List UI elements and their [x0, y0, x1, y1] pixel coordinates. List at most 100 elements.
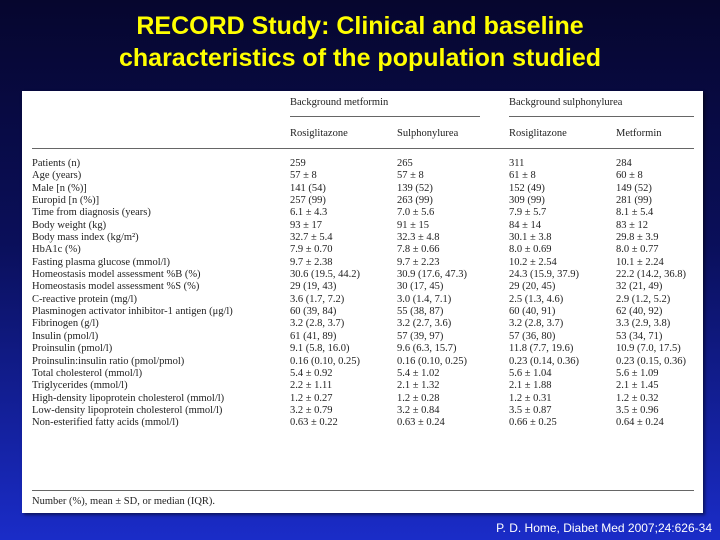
sulphonylurea-rosiglitazone-value: 30.1 ± 3.8	[509, 232, 552, 244]
metformin-rosiglitazone-value: 32.7 ± 5.4	[290, 232, 333, 244]
row-label: Europid [n (%)]	[32, 195, 100, 207]
sulphonylurea-rosiglitazone-value: 7.9 ± 5.7	[509, 207, 547, 219]
group-header-sulphonylurea: Background sulphonylurea	[509, 97, 623, 108]
metformin-sulphonylurea-value: 91 ± 15	[397, 219, 430, 231]
sulphonylurea-rosiglitazone-value: 24.3 (15.9, 37.9)	[509, 269, 579, 281]
sulphonylurea-rosiglitazone-value: 29 (20, 45)	[509, 281, 556, 293]
sulphonylurea-rosiglitazone-value: 0.23 (0.14, 0.36)	[509, 355, 579, 367]
metformin-rosiglitazone-value: 93 ± 17	[290, 219, 323, 231]
sulphonylurea-metformin-value: 83 ± 12	[616, 219, 649, 231]
table-row: Body mass index (kg/m²) 32.7 ± 5.4 32.3 ± …	[32, 232, 702, 244]
metformin-sulphonylurea-value: 263 (99)	[397, 195, 433, 207]
row-label: Time from diagnosis (years)	[32, 207, 151, 219]
row-label: Fibrinogen (g/l)	[32, 318, 99, 330]
slide-title-line-1: RECORD Study: Clinical and baseline	[136, 12, 584, 40]
sulphonylurea-metformin-value: 5.6 ± 1.09	[616, 367, 659, 379]
row-label: Triglycerides (mmol/l)	[32, 380, 128, 392]
metformin-sulphonylurea-value: 7.8 ± 0.66	[397, 244, 440, 256]
table-row: High-density lipoprotein cholesterol (mm…	[32, 393, 702, 405]
metformin-rosiglitazone-value: 259	[290, 158, 306, 169]
row-label: Proinsulin:insulin ratio (pmol/pmol)	[32, 355, 185, 367]
table-row: Europid [n (%)] 257 (99) 263 (99) 309 (99) 2…	[32, 195, 702, 207]
metformin-rosiglitazone-value: 0.63 ± 0.22	[290, 417, 338, 429]
metformin-rosiglitazone-value: 6.1 ± 4.3	[290, 207, 328, 219]
sulphonylurea-rosiglitazone-value: 5.6 ± 1.04	[509, 367, 552, 379]
metformin-rosiglitazone-value: 7.9 ± 0.70	[290, 244, 333, 256]
metformin-sulphonylurea-value: 55 (38, 87)	[397, 306, 444, 318]
row-label: C-reactive protein (mg/l)	[32, 293, 137, 305]
sulphonylurea-rosiglitazone-value: 2.1 ± 1.88	[509, 380, 552, 392]
group-header-metformin: Background metformin	[290, 97, 389, 108]
header-rule	[32, 148, 694, 149]
table-row: Male [n (%)] 141 (54) 139 (52) 152 (49) 149 …	[32, 183, 702, 195]
metformin-sulphonylurea-value: 2.1 ± 1.32	[397, 380, 440, 392]
sulphonylurea-metformin-value: 22.2 (14.2, 36.8)	[616, 269, 686, 281]
metformin-sulphonylurea-value: 1.2 ± 0.28	[397, 392, 440, 404]
row-label: Proinsulin (pmol/l)	[32, 343, 113, 355]
metformin-sulphonylurea-value: 0.16 (0.10, 0.25)	[397, 355, 467, 367]
metformin-sulphonylurea-value: 3.0 (1.4, 7.1)	[397, 293, 452, 305]
table-footnote: Number (%), mean ± SD, or median (IQR).	[32, 496, 216, 507]
metformin-rosiglitazone-value: 257 (99)	[290, 195, 326, 207]
metformin-sulphonylurea-value: 32.3 ± 4.8	[397, 232, 440, 244]
table-row: Homeostasis model assessment %B (%) 30.6 …	[32, 269, 702, 281]
sulphonylurea-rosiglitazone-value: 2.5 (1.3, 4.6)	[509, 293, 564, 305]
metformin-sulphonylurea-value: 30.9 (17.6, 47.3)	[397, 269, 467, 281]
sulphonylurea-metformin-value: 3.3 (2.9, 3.8)	[616, 318, 671, 330]
sulphonylurea-metformin-value: 32 (21, 49)	[616, 281, 663, 293]
sulphonylurea-rosiglitazone-value: 3.5 ± 0.87	[509, 404, 552, 416]
row-label: Body weight (kg)	[32, 219, 107, 231]
metformin-rosiglitazone-value: 9.1 (5.8, 16.0)	[290, 343, 350, 355]
metformin-rosiglitazone-value: 1.2 ± 0.27	[290, 392, 333, 404]
sulphonylurea-metformin-value: 0.23 (0.15, 0.36)	[616, 355, 686, 367]
table-row: Non-esterified fatty acids (mmol/l) 0.63 …	[32, 417, 702, 429]
sulphonylurea-metformin-value: 10.1 ± 2.24	[616, 256, 664, 268]
metformin-sulphonylurea-value: 139 (52)	[397, 182, 433, 194]
metformin-sulphonylurea-value: 57 (39, 97)	[397, 330, 444, 342]
sulphonylurea-rosiglitazone-value: 152 (49)	[509, 182, 545, 194]
table-panel: Background metformin Background sulphony…	[22, 91, 703, 513]
sulphonylurea-rosiglitazone-value: 60 (40, 91)	[509, 306, 556, 318]
sulphonylurea-rosiglitazone-value: 1.2 ± 0.31	[509, 392, 552, 404]
table-row: Insulin (pmol/l) 61 (41, 89) 57 (39, 97) 57…	[32, 331, 702, 343]
row-label: Non-esterified fatty acids (mmol/l)	[32, 417, 179, 429]
table-row: Patients (n) 259 265 311 284	[32, 158, 702, 170]
sulphonylurea-metformin-value: 8.1 ± 5.4	[616, 207, 654, 219]
metformin-rosiglitazone-value: 60 (39, 84)	[290, 306, 337, 318]
sulphonylurea-metformin-value: 1.2 ± 0.32	[616, 392, 659, 404]
metformin-sulphonylurea-value: 265	[397, 158, 413, 169]
row-label: Insulin (pmol/l)	[32, 330, 99, 342]
row-label: Body mass index (kg/m²)	[32, 232, 139, 244]
table-row: Body weight (kg) 93 ± 17 91 ± 15 84 ± 14 83 …	[32, 220, 702, 232]
metformin-rosiglitazone-value: 3.2 (2.8, 3.7)	[290, 318, 345, 330]
table-row: HbA1c (%) 7.9 ± 0.70 7.8 ± 0.66 8.0 ± 0.69 8…	[32, 244, 702, 256]
table-row: C-reactive protein (mg/l) 3.6 (1.7, 7.2) 3…	[32, 294, 702, 306]
metformin-sulphonylurea-value: 9.7 ± 2.23	[397, 256, 440, 268]
sulphonylurea-metformin-value: 281 (99)	[616, 195, 652, 207]
metformin-sulphonylurea-value: 5.4 ± 1.02	[397, 367, 440, 379]
sulphonylurea-rosiglitazone-value: 0.66 ± 0.25	[509, 417, 557, 429]
metformin-rosiglitazone-value: 61 (41, 89)	[290, 330, 337, 342]
sulphonylurea-metformin-value: 10.9 (7.0, 17.5)	[616, 343, 681, 355]
sulphonylurea-rosiglitazone-value: 8.0 ± 0.69	[509, 244, 552, 256]
sulphonylurea-rosiglitazone-value: 11.8 (7.7, 19.6)	[509, 343, 574, 355]
metformin-rosiglitazone-value: 57 ± 8	[290, 170, 317, 182]
metformin-rosiglitazone-value: 9.7 ± 2.38	[290, 256, 333, 268]
row-label: Total cholesterol (mmol/l)	[32, 367, 143, 379]
table-row: Homeostasis model assessment %S (%) 29 (1…	[32, 281, 702, 293]
sulphonylurea-metformin-value: 0.64 ± 0.24	[616, 417, 664, 429]
sulphonylurea-metformin-value: 53 (34, 71)	[616, 330, 663, 342]
table-row: Low-density lipoprotein cholesterol (mmo…	[32, 405, 702, 417]
table-row: Proinsulin:insulin ratio (pmol/pmol) 0.16…	[32, 356, 702, 368]
column-header-rosiglitazone-2: Rosiglitazone	[509, 128, 567, 139]
table-row: Proinsulin (pmol/l) 9.1 (5.8, 16.0) 9.6 (6…	[32, 343, 702, 355]
metformin-rosiglitazone-value: 30.6 (19.5, 44.2)	[290, 269, 360, 281]
table-row: Plasminogen activator inhibitor-1 antige…	[32, 306, 702, 318]
group-underline-metformin	[290, 116, 480, 117]
column-header-metformin: Metformin	[616, 128, 662, 139]
sulphonylurea-rosiglitazone-value: 311	[509, 158, 525, 169]
sulphonylurea-metformin-value: 284	[616, 158, 632, 169]
row-label: Low-density lipoprotein cholesterol (mmo…	[32, 404, 223, 416]
metformin-sulphonylurea-value: 7.0 ± 5.6	[397, 207, 435, 219]
sulphonylurea-metformin-value: 8.0 ± 0.77	[616, 244, 659, 256]
